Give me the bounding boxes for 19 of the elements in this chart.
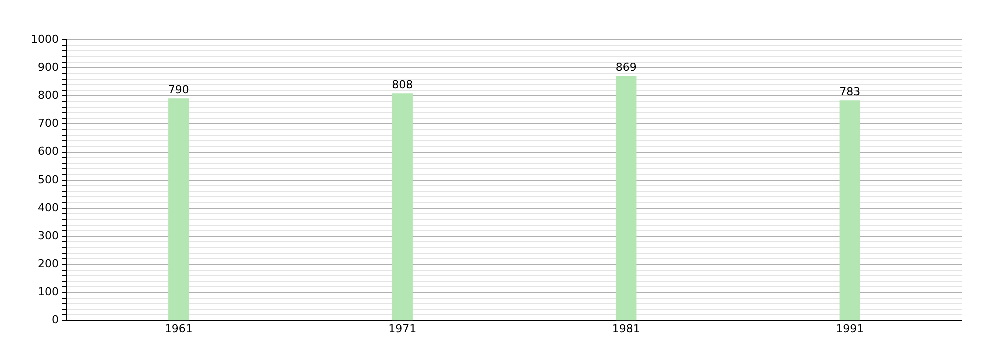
- data-label: 869: [616, 61, 637, 74]
- y-tick-label: 400: [38, 201, 59, 214]
- y-tick-label: 0: [52, 314, 59, 327]
- data-label: 808: [392, 78, 414, 92]
- y-tick-label: 200: [38, 258, 59, 270]
- y-tick-label: 700: [38, 117, 59, 130]
- data-label: 783: [840, 85, 861, 98]
- y-tick-label: 800: [38, 89, 59, 102]
- data-label: 790: [168, 83, 190, 96]
- y-tick-label: 900: [38, 60, 59, 74]
- x-tick-label: 1971: [388, 322, 417, 336]
- x-tick-label: 1981: [612, 322, 640, 336]
- y-tick-label: 500: [38, 173, 59, 186]
- y-tick-label: 300: [38, 229, 59, 242]
- x-tick-label: 1991: [836, 322, 864, 336]
- x-tick-label: 1961: [164, 322, 193, 336]
- y-tick-label: 100: [38, 286, 59, 299]
- y-tick-label: 600: [38, 145, 59, 158]
- y-tick-label: 1000: [30, 32, 59, 46]
